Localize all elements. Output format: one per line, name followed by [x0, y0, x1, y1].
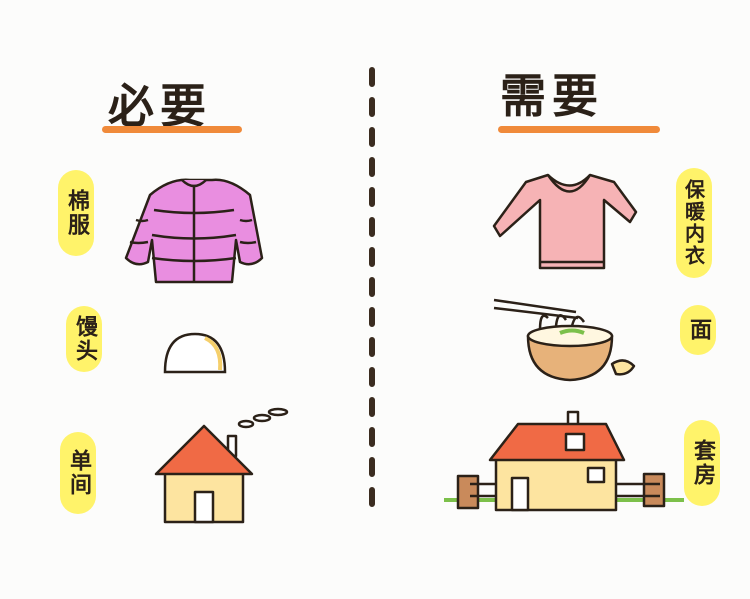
label-suite: 套房: [684, 420, 720, 506]
steamed-bun-icon: [163, 332, 227, 374]
puffer-jacket-icon: [124, 178, 264, 284]
title-want: 需要: [500, 69, 604, 123]
thermal-sweater-icon: [492, 173, 638, 270]
noodle-bowl-icon: [493, 298, 636, 382]
label-cotton-coat: 棉服: [58, 170, 94, 256]
title-want-underline: [498, 126, 660, 133]
label-noodles: 面: [680, 305, 716, 355]
small-house-icon: [154, 407, 289, 524]
label-thermal-underwear: 保暖内衣: [676, 168, 712, 278]
title-necessary: 必要: [108, 79, 212, 133]
label-single-room: 单间: [60, 432, 96, 514]
title-necessary-underline: [102, 126, 242, 133]
big-house-icon: [444, 410, 684, 512]
label-steamed-bun: 馒头: [66, 306, 102, 372]
